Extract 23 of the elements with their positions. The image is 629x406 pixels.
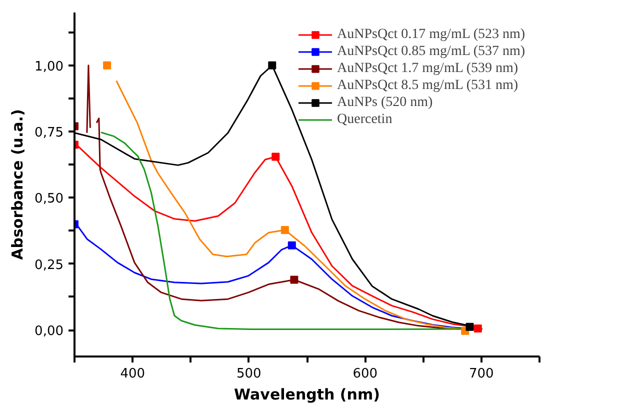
y-tick-label: 0,75 [34, 126, 64, 141]
legend-label: AuNPsQct 8.5 mg/mL (531 nm) [337, 77, 518, 94]
point [466, 322, 474, 331]
y-tick-label: 0,25 [34, 258, 64, 273]
x-tick-label: 600 [352, 366, 378, 382]
point [272, 152, 280, 161]
point [103, 61, 112, 70]
y-tick-label: 0,00 [34, 324, 64, 340]
point [474, 324, 482, 332]
legend-label: AuNPs (520 nm) [337, 94, 433, 111]
legend-label: AuNPsQct 0.85 mg/mL (537 nm) [337, 43, 526, 60]
x-tick-label: 400 [120, 366, 146, 382]
y-tick-label: 0,50 [34, 192, 64, 207]
y-tick-label: 1,00 [34, 59, 64, 74]
legend-label: Quercetin [337, 111, 392, 128]
legend-label: AuNPsQct 1.7 mg/mL (539 nm) [337, 60, 518, 77]
point [268, 61, 276, 70]
y-axis-title: Absorbance (u.a.) [8, 109, 27, 260]
legend-label: AuNPsQct 0.17 mg/mL (523 nm) [337, 26, 526, 43]
x-tick-label: 700 [468, 366, 494, 382]
point [280, 226, 289, 234]
x-axis-title: Wavelength (nm) [234, 386, 380, 404]
x-tick-label: 500 [236, 366, 262, 382]
